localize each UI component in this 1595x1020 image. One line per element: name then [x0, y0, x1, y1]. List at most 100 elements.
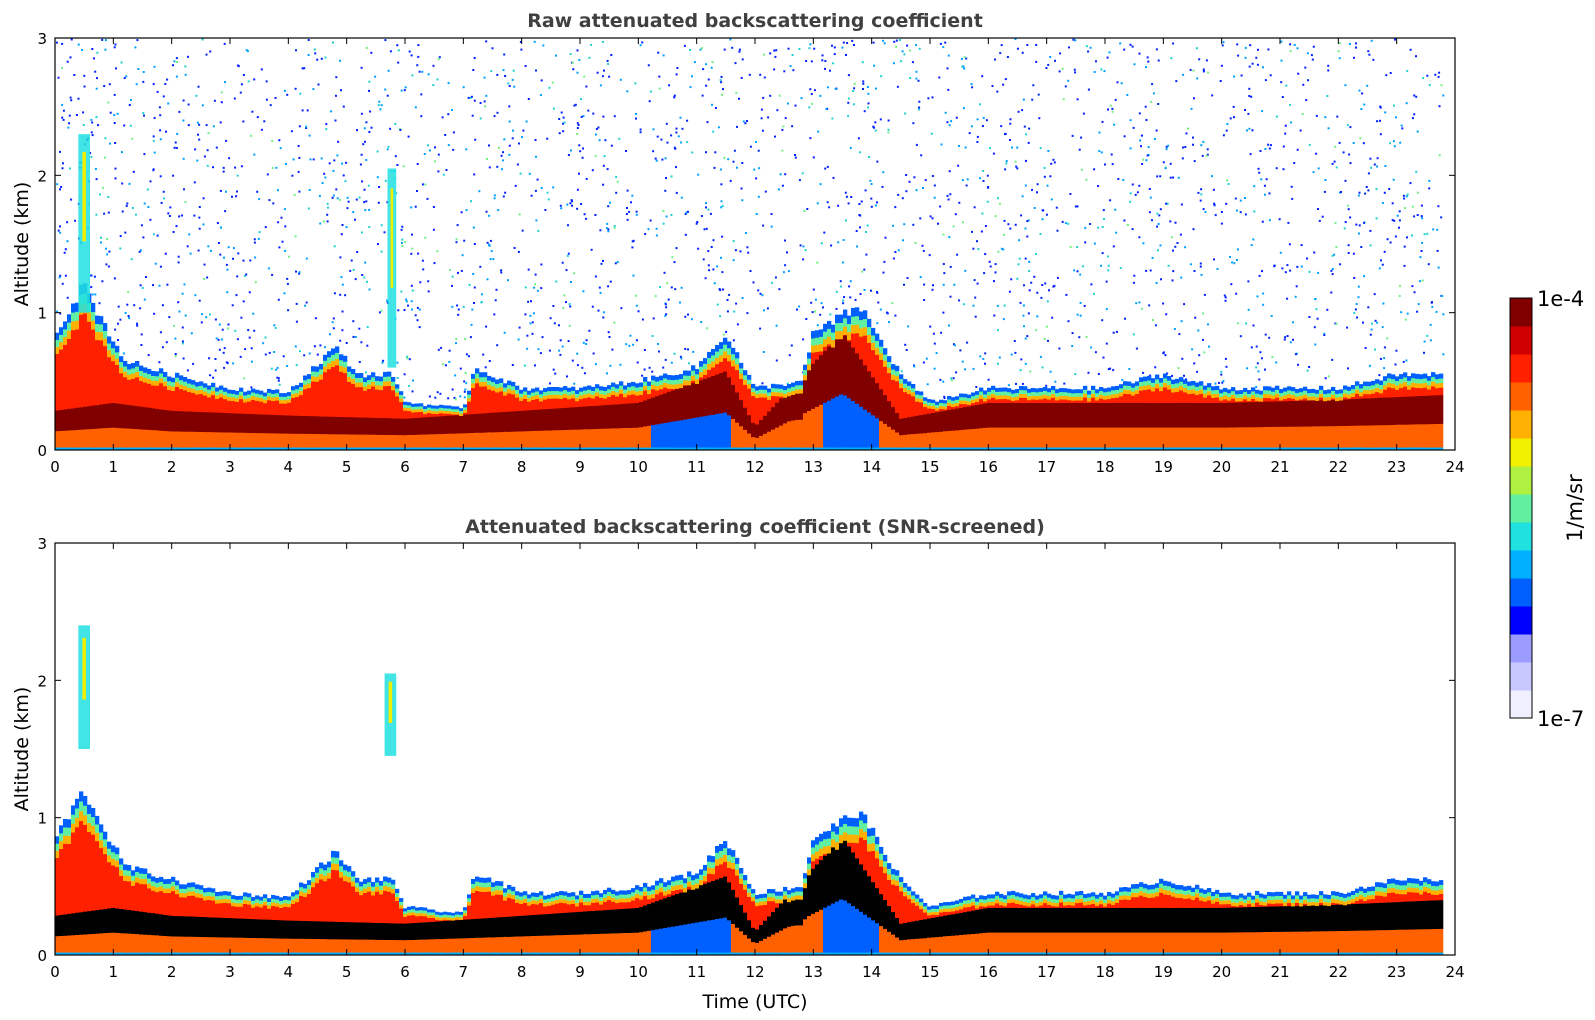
noise-pixel [1180, 320, 1183, 323]
noise-pixel [1386, 238, 1389, 241]
noise-pixel [907, 325, 910, 328]
heatmap-cell [531, 430, 536, 448]
heatmap-cell [183, 411, 188, 432]
heatmap-cell [879, 346, 884, 354]
noise-pixel [798, 179, 801, 182]
noise-pixel [585, 177, 588, 180]
noise-pixel [1442, 313, 1445, 316]
noise-pixel [974, 315, 977, 318]
heatmap-cell [855, 447, 860, 451]
heatmap-cell [719, 342, 724, 349]
heatmap-cell [1283, 426, 1288, 448]
noise-pixel [101, 186, 104, 189]
noise-pixel [1333, 253, 1336, 256]
noise-pixel [1429, 323, 1432, 326]
noise-pixel [1247, 112, 1250, 115]
heatmap-cell [695, 417, 700, 448]
noise-pixel [1394, 363, 1397, 366]
noise-pixel [293, 193, 296, 196]
heatmap-cell [1099, 394, 1104, 399]
noise-pixel [396, 377, 399, 379]
heatmap-cell [1191, 447, 1196, 451]
heatmap-cell [887, 367, 892, 374]
heatmap-cell [103, 427, 108, 448]
heatmap-cell [383, 381, 388, 387]
noise-pixel [1078, 148, 1081, 151]
noise-pixel [1107, 368, 1110, 371]
noise-pixel [352, 211, 355, 214]
noise-pixel [432, 228, 435, 231]
heatmap-cell [459, 410, 464, 414]
noise-pixel [1376, 321, 1379, 324]
noise-pixel [1114, 98, 1117, 101]
heatmap-cell [935, 447, 940, 451]
noise-pixel [105, 263, 108, 266]
heatmap-cell [531, 388, 536, 393]
heatmap-cell [659, 380, 664, 385]
heatmap-cell [1331, 399, 1336, 427]
heatmap-cell [919, 414, 924, 434]
heatmap-cell [499, 431, 504, 448]
noise-pixel [186, 369, 189, 372]
noise-pixel [746, 312, 749, 315]
heatmap-cell [1063, 402, 1068, 428]
noise-pixel [762, 351, 765, 353]
heatmap-cell [1191, 393, 1196, 403]
heatmap-cell [515, 447, 520, 451]
noise-pixel [366, 326, 369, 328]
heatmap-cell [663, 393, 668, 423]
noise-pixel [606, 59, 609, 62]
heatmap-cell [1331, 386, 1336, 391]
noise-pixel [1415, 170, 1418, 173]
heatmap-cell [307, 383, 312, 389]
heatmap-cell [463, 407, 468, 411]
heatmap-cell [143, 429, 148, 448]
noise-pixel [152, 135, 155, 138]
heatmap-cell [195, 386, 200, 391]
heatmap-cell [951, 403, 956, 407]
noise-pixel [954, 213, 957, 216]
noise-pixel [116, 112, 119, 115]
heatmap-cell [219, 432, 224, 448]
heatmap-cell [107, 403, 112, 428]
noise-pixel [1287, 221, 1290, 224]
noise-pixel [689, 49, 692, 51]
heatmap-cell [707, 377, 712, 416]
noise-pixel [1264, 193, 1266, 196]
heatmap-cell [959, 447, 964, 451]
heatmap-cell [1275, 385, 1280, 390]
heatmap-cell [1311, 388, 1316, 393]
noise-pixel [69, 56, 72, 59]
heatmap-cell [99, 404, 104, 429]
noise-pixel [821, 54, 824, 57]
heatmap-cell [503, 447, 508, 451]
noise-pixel [159, 331, 162, 334]
noise-pixel [397, 309, 400, 312]
heatmap-cell [1023, 390, 1028, 395]
heatmap-cell [235, 413, 240, 433]
noise-pixel [235, 294, 238, 297]
noise-pixel [1138, 52, 1141, 55]
noise-pixel [66, 60, 69, 63]
heatmap-cell [1127, 393, 1132, 403]
noise-pixel [421, 259, 424, 262]
heatmap-cell [727, 447, 732, 451]
heatmap-cell [467, 390, 472, 395]
heatmap-cell [119, 447, 124, 451]
heatmap-cell [795, 386, 800, 420]
heatmap-cell [295, 433, 300, 448]
heatmap-cell [431, 413, 436, 417]
noise-pixel [1411, 117, 1414, 120]
heatmap-cell [255, 400, 260, 415]
heatmap-cell [1255, 389, 1260, 394]
noise-pixel [826, 201, 829, 204]
noise-pixel [411, 233, 413, 236]
heatmap-cell [195, 447, 200, 451]
noise-pixel [1229, 117, 1232, 120]
heatmap-cell [639, 390, 644, 395]
noise-pixel [643, 368, 646, 371]
noise-pixel [95, 87, 98, 90]
heatmap-cell [411, 403, 416, 407]
noise-pixel [486, 158, 488, 160]
heatmap-cell [63, 336, 68, 345]
